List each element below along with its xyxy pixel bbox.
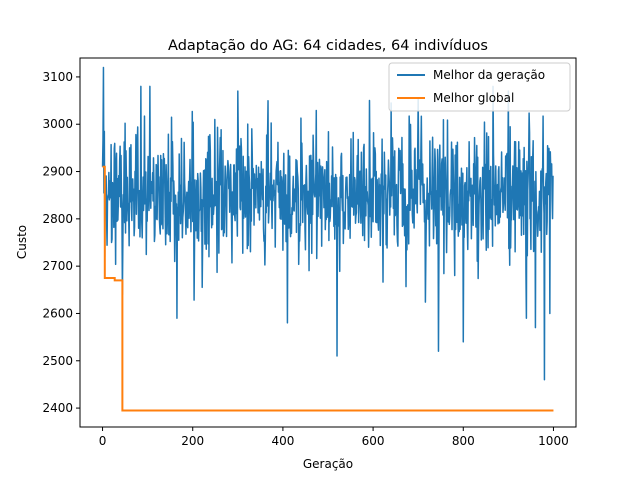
y-tick-label: 3000 [42, 117, 73, 131]
x-tick-label: 200 [181, 434, 204, 448]
y-tick-label: 2400 [42, 401, 73, 415]
y-axis: 2400 2500 2600 2700 2800 2900 3000 3100 [42, 70, 80, 415]
legend-box [388, 62, 571, 112]
x-tick-label: 1000 [538, 434, 569, 448]
chart-title: Adaptação do AG: 64 cidades, 64 indivídu… [168, 38, 488, 54]
x-tick-label: 400 [271, 434, 294, 448]
x-tick-label: 600 [362, 434, 385, 448]
series-line-melhor-global [102, 165, 554, 412]
y-tick-label: 3100 [42, 70, 73, 84]
x-tick-label: 0 [99, 434, 107, 448]
y-axis-label: Custo [15, 225, 29, 259]
y-tick-label: 2600 [42, 306, 73, 320]
plot-frame [79, 57, 577, 428]
y-tick-label: 2800 [42, 212, 73, 226]
x-axis: 0 200 400 600 800 1000 [99, 427, 569, 448]
y-tick-label: 2500 [42, 354, 73, 368]
legend-label-melhor-da-geracao: Melhor da geração [433, 68, 545, 82]
legend: Melhor da geração Melhor global [388, 62, 571, 112]
y-tick-label: 2900 [42, 165, 73, 179]
x-axis-label: Geração [303, 457, 353, 471]
series-line-melhor-da-geracao [101, 66, 554, 381]
x-tick-label: 800 [452, 434, 475, 448]
legend-label-melhor-global: Melhor global [433, 91, 514, 105]
y-tick-label: 2700 [42, 259, 73, 273]
